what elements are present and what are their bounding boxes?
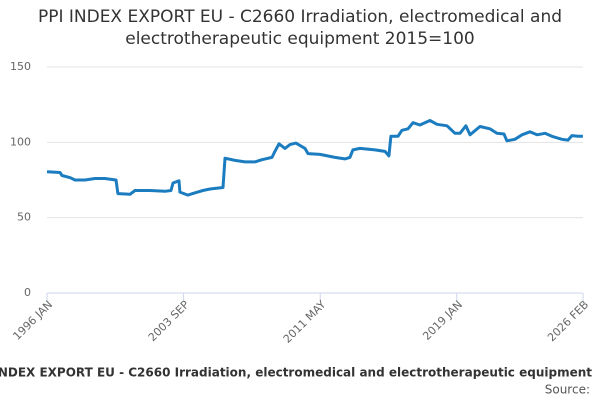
x-tick-label: 2019 JAN: [420, 298, 465, 343]
y-tick-label: 50: [17, 211, 31, 224]
x-tick-label: 2003 SEP: [146, 298, 192, 344]
caption: PPI INDEX EXPORT EU - C2660 Irradiation,…: [0, 366, 592, 380]
chart-title: PPI INDEX EXPORT EU - C2660 Irradiation,…: [37, 7, 563, 49]
source: Source:: [545, 383, 590, 397]
series-line: [46, 119, 583, 197]
y-tick-label: 150: [10, 60, 31, 73]
x-tick-label: 1996 JAN: [10, 298, 55, 343]
y-tick-label: 100: [10, 135, 31, 148]
x-tick-label: 2011 MAY: [281, 298, 329, 346]
x-tick-label: 2026 FEB: [545, 298, 591, 344]
y-tick-label: 0: [24, 286, 31, 299]
